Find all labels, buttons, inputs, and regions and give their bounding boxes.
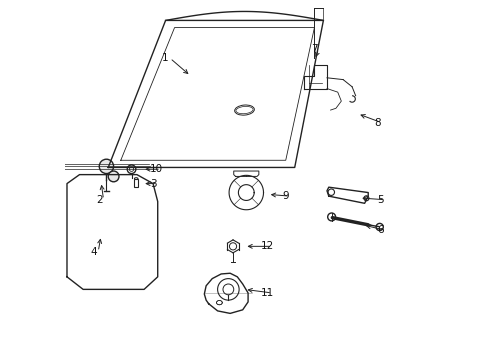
Circle shape	[108, 171, 119, 182]
Circle shape	[99, 159, 113, 174]
Text: 5: 5	[377, 195, 383, 205]
Text: 8: 8	[373, 118, 380, 128]
Text: 4: 4	[90, 247, 97, 257]
Text: 1: 1	[162, 53, 168, 63]
Text: 9: 9	[282, 191, 288, 201]
Text: 6: 6	[377, 225, 383, 235]
Text: 7: 7	[310, 44, 317, 54]
Text: 3: 3	[149, 179, 156, 189]
Text: 12: 12	[261, 241, 274, 251]
Text: 10: 10	[150, 164, 163, 174]
Text: 2: 2	[96, 195, 102, 205]
Text: 11: 11	[261, 288, 274, 298]
Bar	[134, 179, 138, 187]
